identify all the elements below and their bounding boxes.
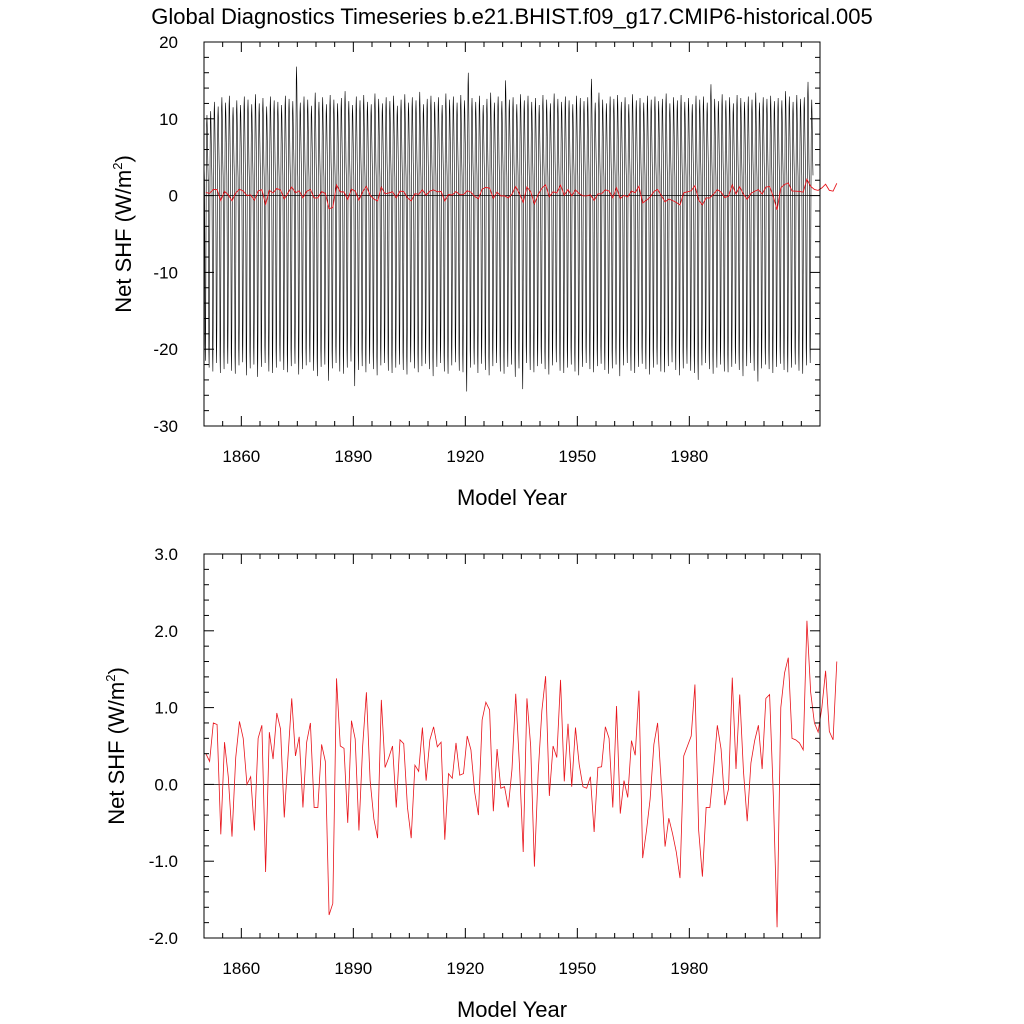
bottom-y-tick-label: 0.0 xyxy=(154,775,178,794)
bottom-panel: 1860 1890 1920 1950 1980 3.0 2.0 1.0 0.0 -1.0 -2.0… xyxy=(103,545,838,1022)
top-x-tick-label: 1920 xyxy=(446,447,484,466)
top-x-tick-label: 1890 xyxy=(334,447,372,466)
top-y-label-superscript: 2 xyxy=(110,163,125,170)
top-annual-series-line xyxy=(205,178,838,211)
bottom-x-tick-label: 1980 xyxy=(670,959,708,978)
top-y-tick-label: -30 xyxy=(153,417,178,436)
bottom-y-tick-label: 2.0 xyxy=(154,622,178,641)
bottom-y-label-close: ) xyxy=(104,667,129,674)
top-series-layer xyxy=(203,66,838,392)
bottom-y-tick-label: -1.0 xyxy=(149,852,178,871)
top-plot-frame xyxy=(203,41,821,427)
top-y-tick-label: 10 xyxy=(159,110,178,129)
monthly-series-line xyxy=(203,66,814,392)
bottom-series-layer xyxy=(204,620,838,928)
bottom-y-tick-label: -2.0 xyxy=(149,929,178,948)
bottom-plot-frame xyxy=(203,553,821,939)
top-x-tick-label: 1860 xyxy=(222,447,260,466)
top-x-axis-label: Model Year xyxy=(457,485,567,510)
bottom-x-axis-label: Model Year xyxy=(457,997,567,1022)
top-y-label-close: ) xyxy=(111,155,136,162)
bottom-x-tick-label: 1860 xyxy=(222,959,260,978)
bottom-x-tick-label: 1920 xyxy=(446,959,484,978)
bottom-x-tick-label: 1890 xyxy=(334,959,372,978)
bottom-y-tick-label: 1.0 xyxy=(154,699,178,718)
bottom-axes: 1860 1890 1920 1950 1980 3.0 2.0 1.0 0.0 -1.0 -2.0 xyxy=(149,545,821,978)
top-y-tick-label: 0 xyxy=(169,187,178,206)
top-y-tick-label: -10 xyxy=(153,263,178,282)
bottom-y-label-main: Net SHF (W/m xyxy=(104,682,129,825)
top-x-tick-label: 1980 xyxy=(670,447,708,466)
top-y-axis-label: Net SHF (W/m2) xyxy=(110,155,136,313)
figure-title: Global Diagnostics Timeseries b.e21.BHIS… xyxy=(151,4,872,29)
bottom-y-tick-label: 3.0 xyxy=(154,545,178,564)
top-y-label-main: Net SHF (W/m xyxy=(111,170,136,313)
top-y-tick-label: -20 xyxy=(153,340,178,359)
bottom-y-label-superscript: 2 xyxy=(103,675,118,682)
bottom-annual-series-line xyxy=(205,620,838,928)
bottom-y-axis-label: Net SHF (W/m2) xyxy=(103,667,129,825)
top-y-tick-label: 20 xyxy=(159,33,178,52)
bottom-x-tick-label: 1950 xyxy=(558,959,596,978)
top-x-tick-label: 1950 xyxy=(558,447,596,466)
